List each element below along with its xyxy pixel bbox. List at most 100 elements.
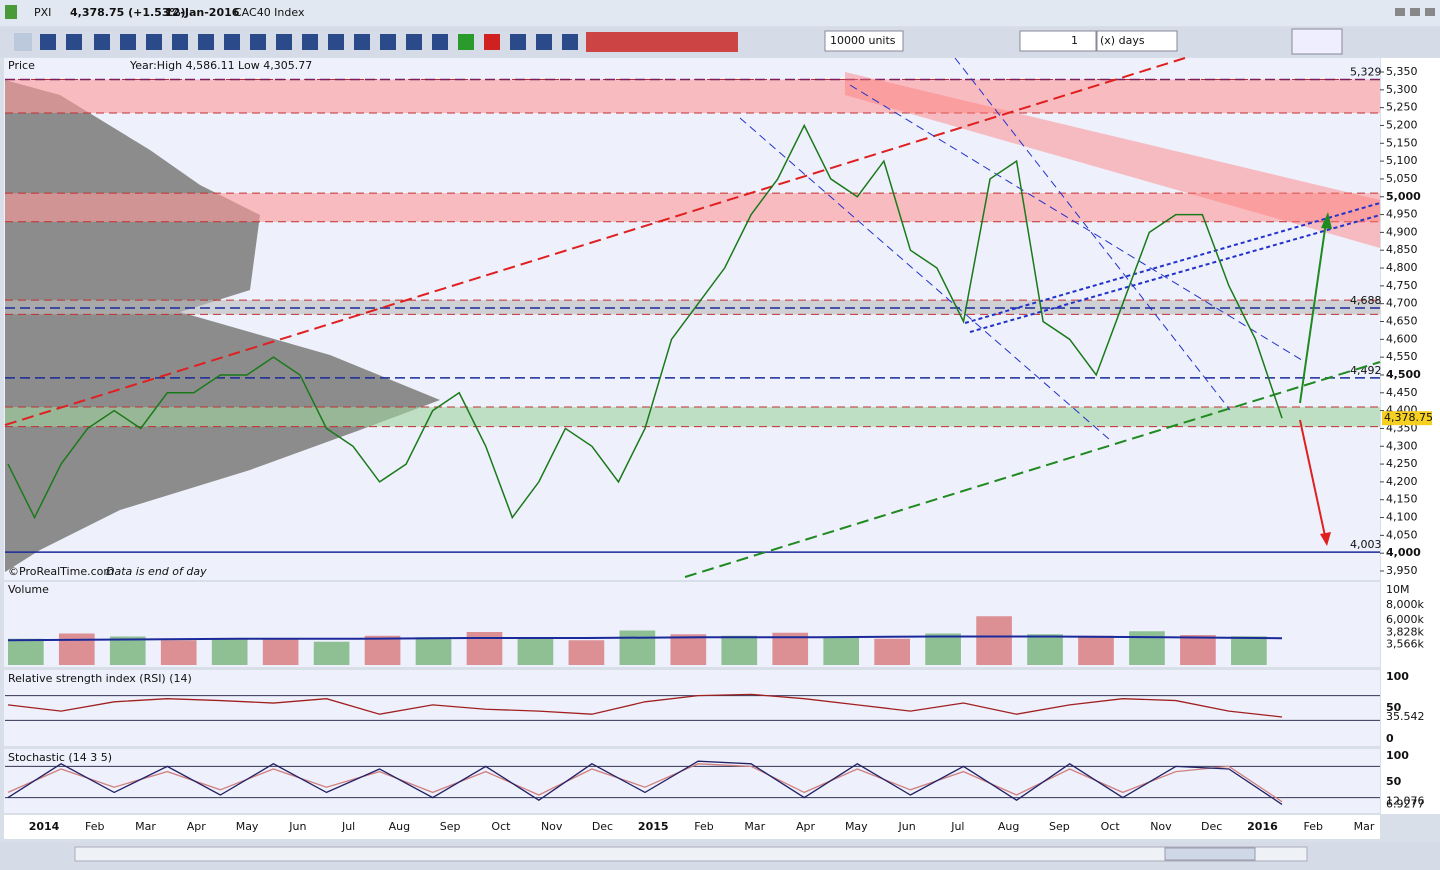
app-icon	[5, 5, 17, 19]
time-label: Apr	[187, 820, 207, 833]
date: 12-Jan-2016	[165, 6, 240, 19]
title-bar	[0, 0, 1440, 26]
stochastic-panel	[4, 749, 1380, 813]
count-box[interactable]	[1019, 30, 1097, 52]
price-tick-label: 4,950	[1386, 208, 1418, 221]
index-name: CAC40 Index	[234, 6, 305, 19]
price-tick-label: 4,700	[1386, 297, 1418, 310]
price-tick-label: 4,750	[1386, 279, 1418, 292]
time-label: Feb	[1304, 820, 1323, 833]
time-label: Nov	[541, 820, 563, 833]
stoch-d-last: 12.076	[1386, 795, 1425, 808]
symbol: PXI	[34, 6, 51, 19]
data-note: Data is end of day	[106, 565, 207, 578]
restore[interactable]	[1410, 8, 1420, 16]
volume-average-label: 3,566k	[1386, 637, 1424, 650]
price-panel	[4, 58, 1380, 580]
price-tick-label: 3,950	[1386, 564, 1418, 577]
time-label: May	[236, 820, 259, 833]
last-price: 4,378.75	[1384, 411, 1433, 424]
price-tick-label: 5,250	[1386, 101, 1418, 114]
stoch-k-last: 6.9277	[1386, 797, 1425, 810]
volume-bar	[8, 638, 44, 665]
time-label: Sep	[1049, 820, 1070, 833]
zone	[5, 193, 1380, 222]
volume-bar	[211, 638, 248, 665]
zone	[5, 79, 1380, 113]
stochastic-tick-label: 50	[1386, 775, 1402, 788]
price-tick-label: 4,800	[1386, 261, 1418, 274]
volume-bar	[1180, 635, 1216, 665]
chart-type-button[interactable]	[1291, 28, 1343, 55]
time-label: Mar	[744, 820, 765, 833]
volume-bar	[1027, 634, 1063, 665]
time-label: Nov	[1150, 820, 1172, 833]
volume-bar	[262, 639, 299, 665]
price-tick-label: 5,050	[1386, 172, 1418, 185]
volume-bar	[925, 633, 961, 665]
scroll-thumb[interactable]	[1164, 847, 1256, 861]
price-tick-label: 4,000	[1386, 546, 1421, 559]
level-label: 4,492	[1350, 364, 1382, 377]
rsi-line-last: 35.542	[1386, 710, 1425, 723]
volume-bar	[109, 636, 146, 665]
volume-tick-label: 6,000k	[1386, 613, 1424, 626]
rsi-label: Relative strength index (RSI) (14)	[8, 672, 192, 685]
price-tick-label: 4,150	[1386, 493, 1418, 506]
time-label: Feb	[694, 820, 713, 833]
units: 10000 units	[830, 34, 896, 47]
price-tick-label: 4,650	[1386, 315, 1418, 328]
period-box[interactable]	[1096, 30, 1178, 52]
time-axis	[4, 815, 1380, 839]
close[interactable]	[1425, 8, 1435, 16]
volume-bar	[670, 634, 707, 665]
time-label: Mar	[1354, 820, 1375, 833]
price-tick-label: 5,350	[1386, 65, 1418, 78]
time-label: Aug	[389, 820, 410, 833]
price-tick-label: 5,300	[1386, 83, 1418, 96]
stochastic-tick-label: 100	[1386, 749, 1409, 762]
price-tick-label: 4,900	[1386, 225, 1418, 238]
rsi-line	[7, 693, 1283, 718]
price-tick-label: 4,050	[1386, 528, 1418, 541]
value-axis	[1381, 58, 1440, 814]
time-label: Jun	[288, 820, 306, 833]
zone	[5, 300, 1380, 315]
volume-bar	[313, 641, 350, 665]
volume-bar	[466, 632, 503, 665]
price-tick-label: 5,200	[1386, 118, 1418, 131]
price-tick-label: 4,250	[1386, 457, 1418, 470]
stochastic-label: Stochastic (14 3 5)	[8, 751, 112, 764]
last-price-box	[1382, 411, 1432, 426]
volume-bar	[823, 636, 860, 665]
stoch-k	[7, 760, 1283, 805]
price-tick-label: 5,000	[1386, 190, 1421, 203]
time-label: 2016	[1247, 820, 1278, 833]
volume-tick-label: 8,000k	[1386, 598, 1424, 611]
minimize[interactable]	[1395, 8, 1405, 16]
time-label: Dec	[1201, 820, 1222, 833]
price-tick-label: 4,100	[1386, 511, 1418, 524]
price-label: Price	[8, 59, 35, 72]
rsi-tick-label: 50	[1386, 701, 1402, 714]
time-label: Jul	[950, 820, 964, 833]
volume-last-label: 3,828k	[1386, 625, 1424, 638]
scroll-track[interactable]	[74, 846, 1308, 862]
time-label: Mar	[135, 820, 156, 833]
volume-bar	[58, 633, 95, 665]
price-tick-label: 4,200	[1386, 475, 1418, 488]
level-label: 4,688	[1350, 294, 1382, 307]
volume-bar	[415, 637, 452, 665]
rsi-tick-label: 0	[1386, 732, 1394, 745]
time-label: Apr	[796, 820, 816, 833]
time-label: Oct	[491, 820, 511, 833]
level-label: 4,003	[1350, 538, 1382, 551]
volume-bar	[517, 638, 554, 665]
volume-bar	[874, 638, 910, 665]
volume-bar	[1078, 635, 1114, 665]
units-box[interactable]	[824, 30, 904, 52]
stoch-d	[7, 763, 1283, 803]
credit: ©ProRealTime.com	[8, 565, 114, 578]
